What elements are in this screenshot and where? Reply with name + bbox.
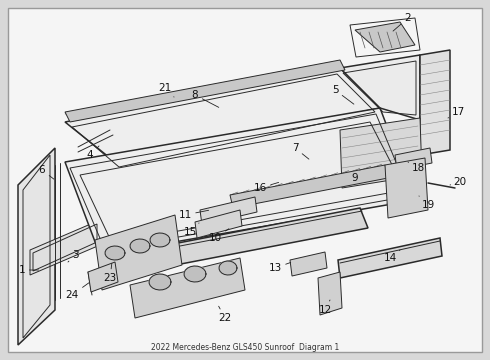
Polygon shape: [150, 233, 170, 247]
Polygon shape: [318, 272, 342, 315]
Polygon shape: [338, 238, 442, 278]
Text: 4: 4: [87, 146, 99, 160]
Text: 19: 19: [419, 196, 435, 210]
Polygon shape: [65, 68, 380, 162]
Text: 11: 11: [178, 210, 209, 220]
Polygon shape: [65, 108, 415, 255]
Polygon shape: [65, 60, 345, 122]
Text: 5: 5: [332, 85, 354, 104]
Polygon shape: [130, 258, 245, 318]
Polygon shape: [18, 148, 55, 345]
Text: 20: 20: [450, 177, 466, 187]
Polygon shape: [184, 266, 206, 282]
Polygon shape: [395, 148, 432, 170]
Text: 9: 9: [352, 170, 360, 183]
Polygon shape: [95, 215, 182, 290]
Text: 10: 10: [208, 229, 229, 243]
Text: 14: 14: [383, 250, 400, 263]
Text: 17: 17: [448, 107, 465, 118]
Polygon shape: [195, 210, 242, 238]
Text: 23: 23: [103, 264, 117, 283]
Polygon shape: [355, 22, 415, 52]
Polygon shape: [105, 246, 125, 260]
Polygon shape: [420, 50, 450, 155]
Polygon shape: [385, 158, 428, 218]
Text: 12: 12: [318, 300, 332, 315]
Text: 1: 1: [19, 265, 39, 275]
Polygon shape: [219, 261, 237, 275]
Text: 21: 21: [158, 83, 174, 97]
Polygon shape: [149, 274, 171, 290]
Text: 15: 15: [183, 223, 199, 237]
Polygon shape: [100, 208, 368, 278]
Polygon shape: [340, 118, 422, 188]
Text: 2: 2: [393, 13, 411, 31]
Polygon shape: [30, 220, 100, 275]
Text: 6: 6: [39, 165, 54, 179]
Polygon shape: [340, 55, 420, 120]
Text: 16: 16: [253, 183, 279, 193]
Text: 7: 7: [292, 143, 309, 159]
Text: 24: 24: [65, 283, 89, 300]
Polygon shape: [130, 239, 150, 253]
Text: 8: 8: [192, 90, 219, 107]
Polygon shape: [290, 252, 327, 276]
Polygon shape: [230, 165, 388, 208]
Text: 13: 13: [269, 262, 291, 273]
Text: 3: 3: [68, 250, 78, 262]
Polygon shape: [88, 262, 118, 292]
Polygon shape: [200, 197, 257, 225]
Text: 22: 22: [219, 306, 232, 323]
Text: 2022 Mercedes-Benz GLS450 Sunroof  Diagram 1: 2022 Mercedes-Benz GLS450 Sunroof Diagra…: [151, 343, 339, 352]
Text: 18: 18: [408, 162, 425, 173]
